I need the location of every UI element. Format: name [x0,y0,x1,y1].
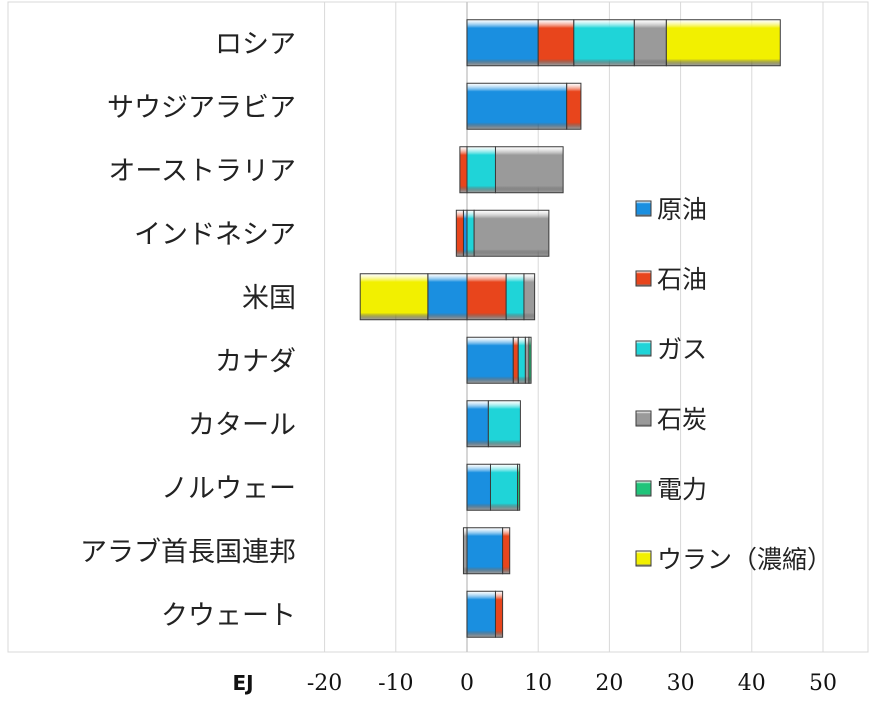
legend-label-3: 石炭 [657,405,707,434]
x-tick-label-10: 10 [524,671,552,696]
legend-label-0: 原油 [657,195,707,224]
category-label-2: オーストラリア [108,156,296,187]
x-tick-label--10: -10 [378,671,413,696]
bar-segment-6-2 [487,400,521,448]
legend-label-1: 石油 [657,265,707,294]
legend-label-2: ガス [657,335,707,364]
plot-frame [7,1,869,653]
bar-segment-8-1 [502,527,511,575]
bar-segment-0-0 [466,19,539,67]
bar-segment-9-1 [494,590,504,638]
x-tick-label--20: -20 [307,671,342,696]
category-label-1: サウジアラビア [107,92,296,123]
bar-segment-0-2 [573,19,635,67]
bar-segment-4-5 [359,273,429,321]
bar-segment-8-0 [466,527,504,575]
x-axis-unit-label: EJ [232,671,253,695]
bar-segment-3-1 [455,209,464,257]
bar-segment-7-0 [466,463,491,511]
bar-segment-5-2 [517,336,526,384]
bar-segment-1-1 [566,82,582,130]
category-label-8: アラブ首長国連邦 [80,537,296,568]
category-label-4: 米国 [242,283,296,314]
bar-segment-0-1 [537,19,575,67]
bar-segment-8-3 [462,527,468,575]
bar-segment-0-3 [633,19,667,67]
bar-segment-4-2 [505,273,525,321]
category-label-5: カナダ [215,346,296,377]
category-label-3: インドネシア [134,219,296,250]
legend-swatch-3 [635,410,652,427]
bar-segment-7-4 [517,463,521,511]
bar-segment-5-1 [512,336,519,384]
category-label-6: カタール [188,410,296,441]
legend-swatch-0 [635,200,652,217]
category-label-7: ノルウェー [161,473,296,504]
x-tick-label-30: 30 [667,671,695,696]
bar-segment-2-1 [459,146,468,194]
legend-swatch-5 [635,550,652,567]
legend-label-5: ウラン（濃縮） [657,545,832,574]
category-label-9: クウェート [161,600,296,631]
bar-segment-5-0 [466,336,514,384]
bar-segment-9-0 [466,590,496,638]
legend-label-4: 電力 [657,475,707,504]
legend-swatch-1 [635,270,652,287]
bar-segment-3-3 [473,209,550,257]
bar-segment-3-0 [462,209,468,257]
x-tick-label-40: 40 [738,671,766,696]
bar-segment-4-3 [523,273,536,321]
x-tick-label-0: 0 [460,671,474,696]
bar-segment-5-4 [528,336,532,384]
bar-segment-5-3 [524,336,530,384]
bar-segment-4-1 [466,273,507,321]
bar-segment-1-0 [466,82,568,130]
x-tick-label-50: 50 [809,671,837,696]
legend-swatch-2 [635,340,652,357]
bar-segment-4-0 [427,273,468,321]
category-label-0: ロシア [215,29,296,60]
bar-segment-2-3 [494,146,564,194]
bar-segment-7-2 [489,463,519,511]
bar-segment-0-5 [665,19,781,67]
bar-segment-3-2 [466,209,475,257]
bar-segment-6-0 [466,400,489,448]
bar-segment-2-2 [466,146,496,194]
x-tick-label-20: 20 [595,671,623,696]
legend-swatch-4 [635,480,652,497]
